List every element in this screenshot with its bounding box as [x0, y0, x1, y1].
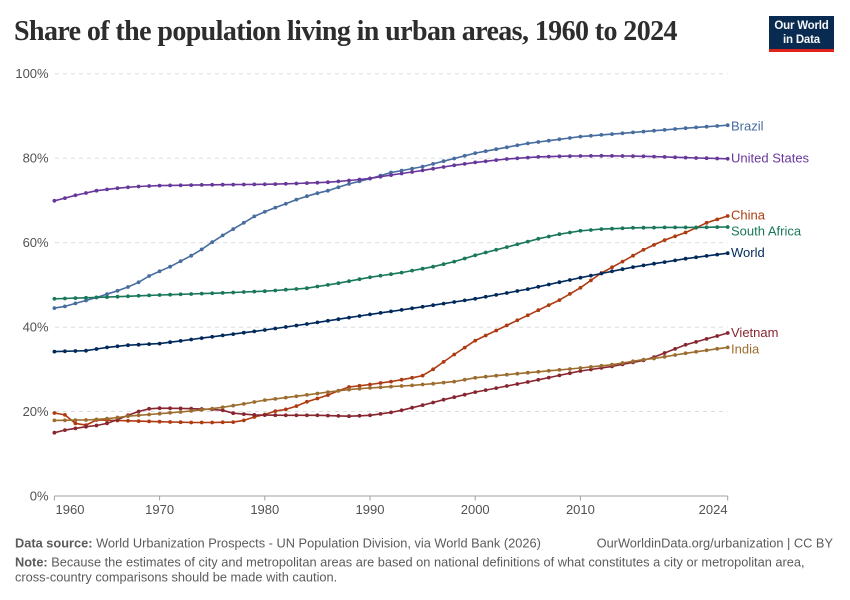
svg-text:2024: 2024: [699, 502, 728, 517]
svg-text:1970: 1970: [145, 502, 174, 517]
svg-text:South Africa: South Africa: [731, 223, 802, 238]
svg-text:60%: 60%: [23, 235, 49, 250]
svg-text:cross-country comparisons shou: cross-country comparisons should be made…: [15, 570, 337, 585]
svg-text:1960: 1960: [56, 502, 85, 517]
svg-text:40%: 40%: [23, 320, 49, 335]
svg-text:1980: 1980: [250, 502, 279, 517]
svg-text:OurWorldinData.org/urbanizatio: OurWorldinData.org/urbanization | CC BY: [597, 536, 834, 551]
svg-text:Vietnam: Vietnam: [731, 325, 778, 340]
svg-text:2000: 2000: [461, 502, 490, 517]
svg-text:Note: Because the estimates of: Note: Because the estimates of city and …: [15, 555, 805, 570]
svg-text:India: India: [731, 341, 760, 356]
svg-text:Brazil: Brazil: [731, 118, 764, 133]
svg-text:Data source: World Urbanizatio: Data source: World Urbanization Prospect…: [15, 536, 541, 551]
svg-text:China: China: [731, 207, 766, 222]
svg-text:United States: United States: [731, 150, 810, 165]
svg-text:1990: 1990: [356, 502, 385, 517]
svg-text:0%: 0%: [30, 489, 49, 504]
svg-text:World: World: [731, 245, 765, 260]
svg-text:80%: 80%: [23, 151, 49, 166]
svg-text:2010: 2010: [566, 502, 595, 517]
svg-text:100%: 100%: [15, 66, 49, 81]
svg-text:20%: 20%: [23, 404, 49, 419]
